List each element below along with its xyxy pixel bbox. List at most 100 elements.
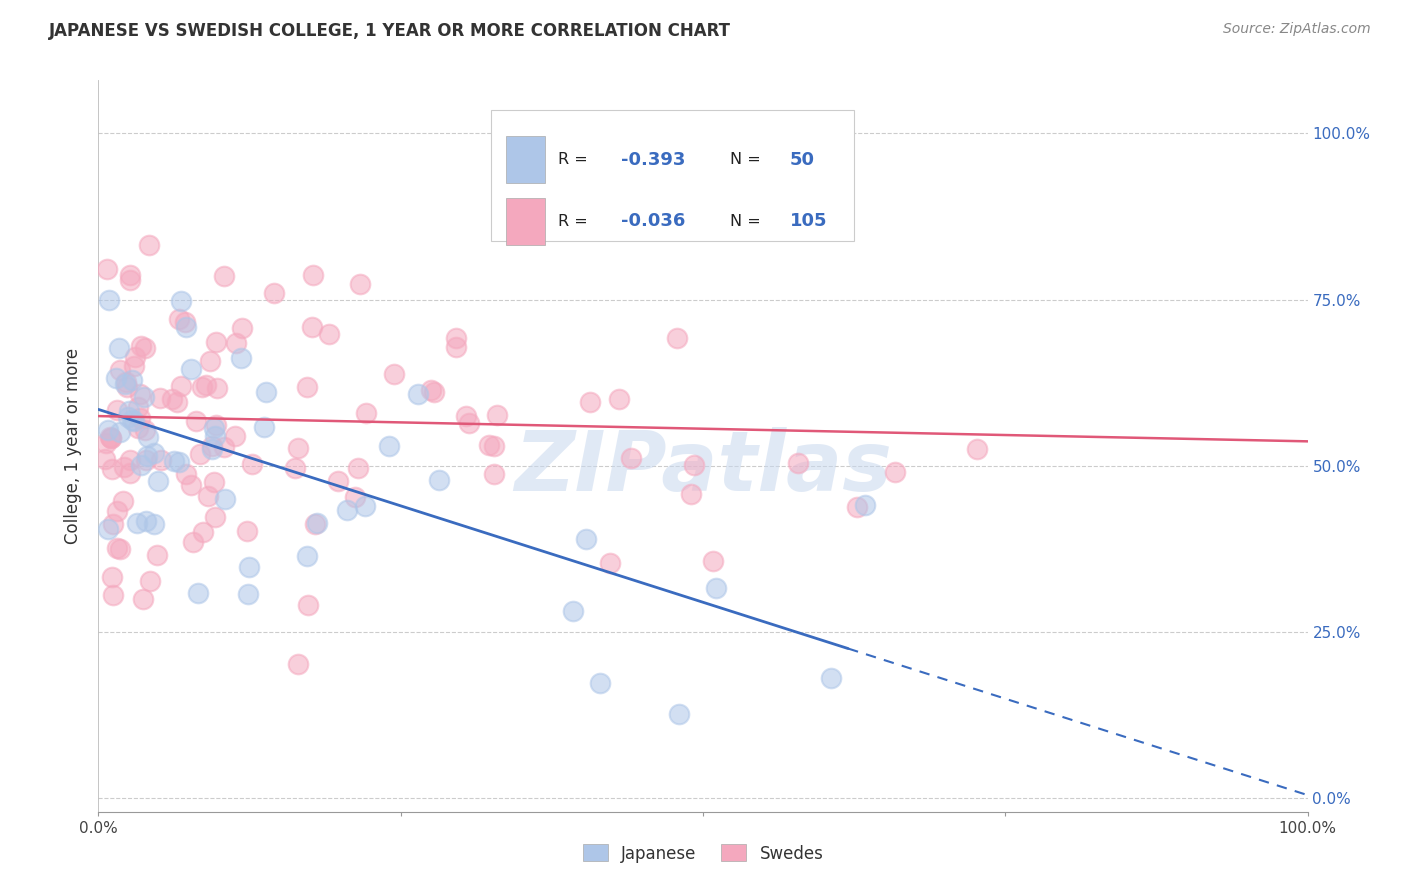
Point: [212, 441, 235, 455]
Text: N =: N =: [730, 214, 765, 229]
Point: [121, 373, 143, 387]
Text: 50: 50: [790, 151, 815, 169]
Point: [110, 363, 132, 377]
Point: [305, 516, 328, 530]
Bar: [506, 136, 544, 184]
Text: JAPANESE VS SWEDISH COLLEGE, 1 YEAR OR MORE CORRELATION CHART: JAPANESE VS SWEDISH COLLEGE, 1 YEAR OR M…: [49, 22, 731, 40]
Point: [181, 534, 204, 549]
Point: [562, 604, 585, 618]
Point: [456, 409, 478, 423]
Point: [143, 516, 166, 531]
Point: [112, 460, 135, 475]
Point: [128, 387, 150, 401]
Point: [295, 549, 318, 563]
Point: [240, 457, 263, 471]
Point: [118, 268, 141, 282]
Point: [167, 455, 190, 469]
Point: [607, 392, 630, 407]
Point: [884, 465, 907, 479]
Point: [204, 510, 226, 524]
Point: [145, 548, 167, 562]
Point: [124, 350, 146, 364]
Point: [702, 554, 724, 568]
Text: -0.393: -0.393: [621, 151, 685, 169]
Point: [444, 340, 467, 354]
Point: [229, 351, 252, 365]
Point: [94, 452, 117, 467]
Point: [103, 587, 125, 601]
Point: [138, 237, 160, 252]
Point: [620, 450, 643, 465]
Point: [579, 395, 602, 409]
Point: [100, 431, 122, 445]
Point: [101, 570, 124, 584]
Point: [284, 461, 307, 475]
Point: [820, 671, 842, 685]
Point: [105, 504, 128, 518]
Point: [263, 286, 285, 301]
Point: [484, 467, 506, 481]
Point: [135, 449, 157, 463]
Point: [105, 371, 128, 385]
Point: [191, 524, 214, 539]
Point: [150, 453, 173, 467]
Point: [101, 516, 124, 531]
Point: [287, 657, 309, 672]
Text: 105: 105: [790, 212, 828, 230]
Point: [253, 419, 276, 434]
Point: [108, 542, 131, 557]
Point: [204, 418, 226, 433]
Text: ZIPatlas: ZIPatlas: [515, 427, 891, 508]
Point: [419, 383, 441, 397]
Point: [131, 458, 153, 472]
Point: [201, 440, 224, 454]
Point: [589, 676, 612, 690]
Point: [96, 436, 118, 450]
Legend: Japanese, Swedes: Japanese, Swedes: [576, 838, 830, 869]
Point: [668, 707, 690, 722]
Point: [205, 381, 228, 395]
Point: [444, 331, 467, 345]
Point: [132, 592, 155, 607]
Point: [254, 384, 277, 399]
Point: [482, 439, 505, 453]
Point: [349, 277, 371, 291]
Point: [427, 473, 450, 487]
Point: [180, 362, 202, 376]
Point: [127, 400, 149, 414]
Point: [318, 327, 340, 342]
Point: [121, 413, 143, 427]
Point: [139, 574, 162, 589]
Point: [174, 315, 197, 329]
Point: [100, 431, 122, 445]
Point: [302, 268, 325, 282]
Point: [486, 409, 509, 423]
Point: [136, 430, 159, 444]
Point: [335, 503, 357, 517]
Point: [194, 377, 217, 392]
Point: [787, 456, 810, 470]
FancyBboxPatch shape: [492, 110, 855, 241]
Point: [97, 522, 120, 536]
Point: [187, 586, 209, 600]
Point: [117, 409, 139, 424]
Point: [197, 490, 219, 504]
Text: R =: R =: [558, 152, 593, 167]
Point: [163, 454, 186, 468]
Point: [167, 312, 190, 326]
Point: [149, 391, 172, 405]
Point: [118, 453, 141, 467]
Point: [115, 380, 138, 394]
Point: [343, 490, 366, 504]
Point: [575, 533, 598, 547]
Point: [681, 487, 703, 501]
Point: [118, 466, 141, 480]
Point: [347, 461, 370, 475]
Point: [356, 406, 378, 420]
Point: [457, 417, 479, 431]
Point: [382, 368, 405, 382]
Point: [166, 394, 188, 409]
Point: [101, 461, 124, 475]
Point: [134, 423, 156, 437]
Point: [135, 514, 157, 528]
